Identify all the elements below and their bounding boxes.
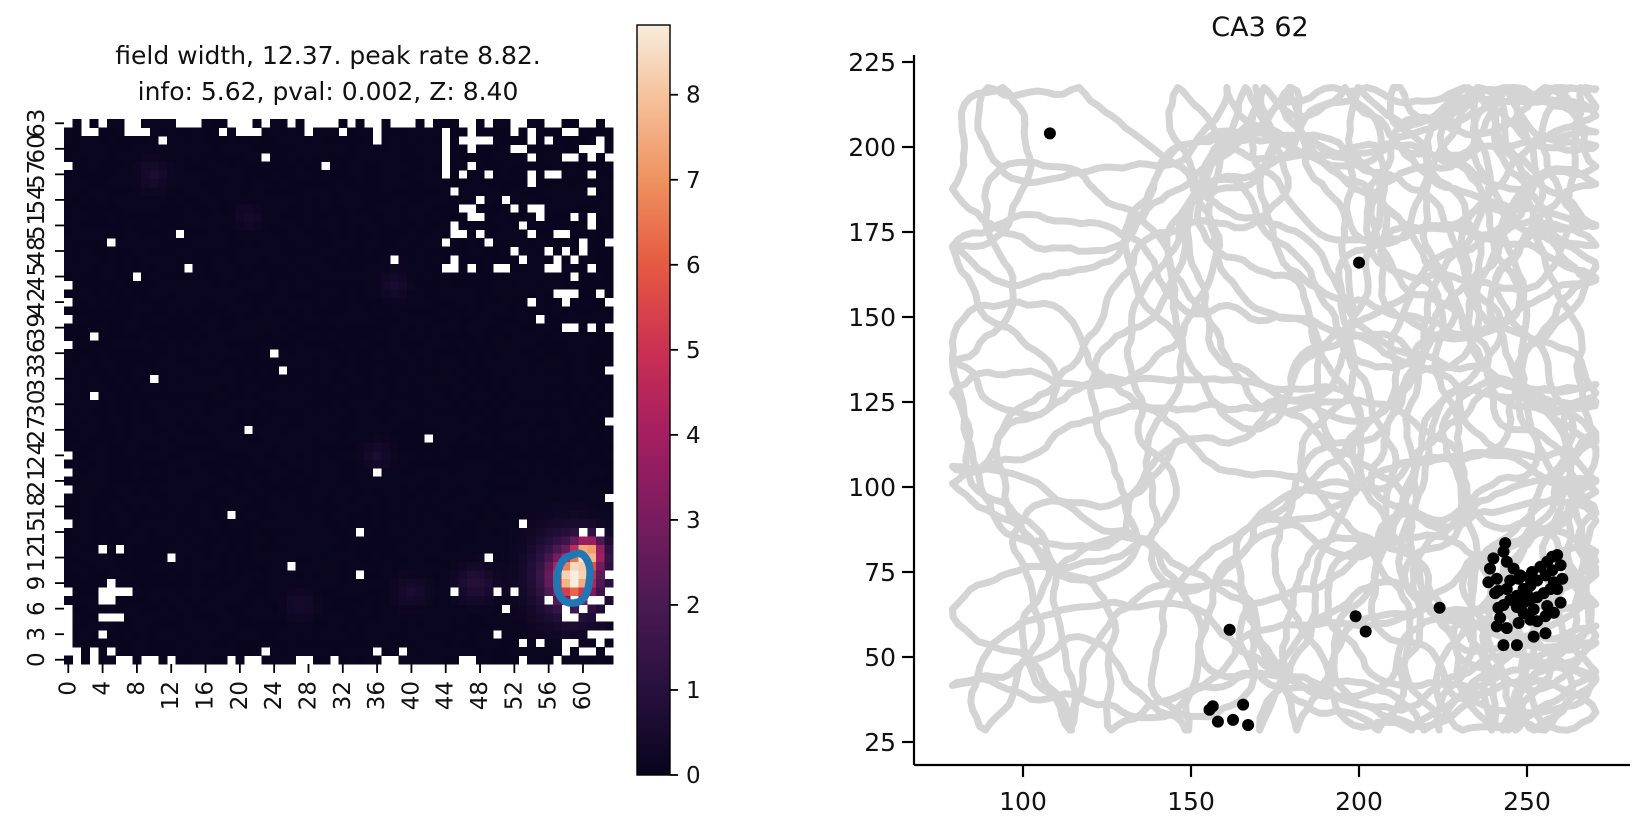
svg-text:36: 36 [364,681,390,710]
svg-text:63: 63 [24,109,50,138]
ratemap-title: field width, 12.37. peak rate 8.82. info… [18,38,638,110]
svg-text:32: 32 [330,681,356,710]
svg-text:51: 51 [24,211,50,240]
spike-dots [1043,127,1569,731]
svg-text:52: 52 [501,681,527,710]
svg-text:48: 48 [467,681,493,710]
trajectory-axes: 225 200 175 150 125 100 75 50 25 100 150 200 250 [848,48,1630,816]
svg-text:28: 28 [295,681,321,710]
svg-text:0: 0 [55,681,81,696]
svg-text:75: 75 [864,558,896,587]
svg-text:225: 225 [848,48,896,77]
svg-text:44: 44 [433,681,459,710]
trajectory-title: CA3 62 [1211,12,1309,43]
trajectory-path [948,84,1600,734]
svg-text:100: 100 [999,787,1047,816]
svg-text:45: 45 [24,262,50,291]
svg-text:57: 57 [24,160,50,189]
ratemap-title-line1: field width, 12.37. peak rate 8.82. [115,41,541,70]
svg-text:3: 3 [686,508,701,534]
svg-text:24: 24 [24,441,50,470]
svg-text:25: 25 [864,728,896,757]
svg-text:0: 0 [686,763,701,789]
svg-text:0: 0 [24,652,50,667]
svg-text:3: 3 [24,627,50,642]
svg-text:12: 12 [24,543,50,572]
svg-text:48: 48 [24,236,50,265]
svg-text:54: 54 [24,185,50,214]
svg-text:4: 4 [90,681,116,696]
svg-text:18: 18 [24,492,50,521]
svg-text:15: 15 [24,517,50,546]
svg-text:175: 175 [848,218,896,247]
svg-text:8: 8 [686,83,701,109]
svg-text:200: 200 [1335,787,1383,816]
svg-text:125: 125 [848,388,896,417]
svg-text:36: 36 [24,339,50,368]
svg-text:2: 2 [686,593,701,619]
colorbar [636,24,671,776]
svg-text:12: 12 [158,681,184,710]
svg-text:27: 27 [24,415,50,444]
svg-text:6: 6 [24,601,50,616]
svg-text:200: 200 [848,133,896,162]
colorbar-ticks: 0 1 2 3 4 5 6 7 8 [670,83,701,789]
svg-text:42: 42 [24,287,50,316]
svg-text:150: 150 [848,303,896,332]
svg-text:21: 21 [24,466,50,495]
svg-text:60: 60 [24,134,50,163]
svg-text:33: 33 [24,364,50,393]
svg-text:8: 8 [124,681,150,696]
svg-text:250: 250 [1503,787,1551,816]
svg-text:100: 100 [848,473,896,502]
svg-text:56: 56 [536,681,562,710]
svg-text:9: 9 [24,576,50,591]
field-contour-line [553,549,594,607]
svg-text:50: 50 [864,643,896,672]
svg-text:40: 40 [398,681,424,710]
svg-text:5: 5 [686,338,701,364]
svg-text:150: 150 [1167,787,1215,816]
svg-text:30: 30 [24,390,50,419]
svg-text:60: 60 [570,681,596,710]
svg-text:39: 39 [24,313,50,342]
svg-text:4: 4 [686,423,701,449]
svg-text:7: 7 [686,168,701,194]
svg-text:24: 24 [261,681,287,710]
svg-text:1: 1 [686,678,701,704]
svg-text:6: 6 [686,253,701,279]
svg-text:20: 20 [227,681,253,710]
svg-text:16: 16 [193,681,219,710]
ratemap-x-axis: 0 4 8 12 16 20 24 28 32 36 40 44 48 52 56 60 [55,664,596,710]
ratemap-heatmap-bins [64,119,614,665]
ratemap-title-line2: info: 5.62, pval: 0.002, Z: 8.40 [137,77,519,106]
